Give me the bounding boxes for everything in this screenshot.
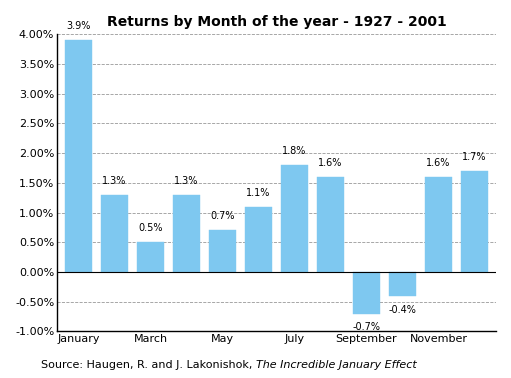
- Bar: [65, 40, 92, 272]
- Text: -0.4%: -0.4%: [388, 305, 416, 314]
- Text: 1.3%: 1.3%: [174, 176, 199, 186]
- Text: 0.5%: 0.5%: [138, 223, 163, 233]
- Bar: [281, 165, 308, 272]
- Text: 1.7%: 1.7%: [462, 152, 486, 162]
- Text: -0.7%: -0.7%: [353, 322, 381, 332]
- Bar: [173, 195, 200, 272]
- Text: 1.6%: 1.6%: [426, 158, 451, 168]
- Text: 1.1%: 1.1%: [246, 188, 271, 198]
- Text: Source: Haugen, R. and J. Lakonishok,: Source: Haugen, R. and J. Lakonishok,: [41, 361, 256, 370]
- Bar: [137, 242, 164, 272]
- Title: Returns by Month of the year - 1927 - 2001: Returns by Month of the year - 1927 - 20…: [107, 15, 447, 29]
- Bar: [425, 177, 452, 272]
- Bar: [461, 171, 488, 272]
- Bar: [353, 272, 380, 313]
- Text: 1.6%: 1.6%: [318, 158, 343, 168]
- Text: 0.7%: 0.7%: [211, 211, 235, 222]
- Text: 1.3%: 1.3%: [102, 176, 127, 186]
- Text: 1.8%: 1.8%: [282, 146, 307, 156]
- Bar: [209, 230, 236, 272]
- Bar: [317, 177, 344, 272]
- Text: The Incredible January Effect: The Incredible January Effect: [256, 361, 416, 370]
- Bar: [101, 195, 128, 272]
- Bar: [245, 207, 272, 272]
- Bar: [389, 272, 416, 296]
- Text: 3.9%: 3.9%: [66, 22, 91, 31]
